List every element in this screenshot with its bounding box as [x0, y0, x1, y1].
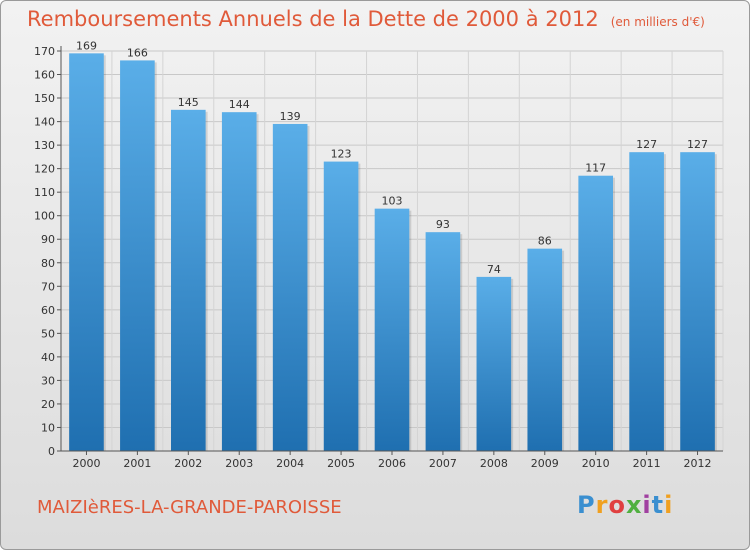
bar	[221, 112, 257, 452]
bar	[476, 276, 512, 451]
bar-value-label: 93	[436, 218, 450, 231]
bar-value-label: 103	[382, 195, 403, 208]
bar-value-label: 86	[538, 235, 552, 248]
x-tick-label: 2010	[582, 457, 610, 470]
commune-name: MAIZIèRES-LA-GRANDE-PAROISSE	[37, 497, 342, 518]
y-tick-label: 120	[34, 163, 55, 176]
x-tick-label: 2011	[633, 457, 661, 470]
bar	[323, 161, 359, 451]
y-tick-label: 0	[48, 445, 55, 458]
bar-value-label: 127	[687, 138, 708, 151]
y-tick-label: 40	[41, 351, 55, 364]
y-tick-label: 130	[34, 139, 55, 152]
x-tick-label: 2001	[123, 457, 151, 470]
y-tick-label: 10	[41, 421, 55, 434]
bar	[527, 248, 563, 451]
y-tick-label: 50	[41, 327, 55, 340]
bar-value-label: 74	[487, 263, 501, 276]
y-tick-label: 110	[34, 186, 55, 199]
bar	[170, 109, 206, 451]
y-tick-label: 90	[41, 233, 55, 246]
x-tick-label: 2009	[531, 457, 559, 470]
bar-value-label: 123	[331, 148, 352, 161]
chart-title-text: Remboursements Annuels de la Dette de 20…	[27, 7, 599, 31]
bar-value-label: 127	[636, 138, 657, 151]
bar-value-label: 169	[76, 39, 97, 52]
y-tick-label: 160	[34, 69, 55, 82]
bar-value-label: 145	[178, 96, 199, 109]
bar	[680, 152, 715, 452]
y-tick-label: 70	[41, 280, 55, 293]
bar	[69, 53, 104, 452]
chart-subtitle: (en milliers d'€)	[610, 15, 705, 29]
bar	[578, 175, 614, 452]
x-tick-label: 2004	[276, 457, 304, 470]
y-tick-label: 100	[34, 210, 55, 223]
x-axis: 2000 2001 2002 2003 2004 2005 2006 2007 2008 2009…	[61, 450, 723, 470]
bar-value-label: 117	[585, 162, 606, 175]
x-tick-label: 2007	[429, 457, 457, 470]
y-tick-label: 20	[41, 398, 55, 411]
bar	[629, 152, 664, 452]
proxiti-logo: Proxiti	[577, 491, 674, 519]
y-tick-label: 150	[34, 92, 55, 105]
x-tick-label: 2012	[684, 457, 712, 470]
bar-value-label: 139	[280, 110, 301, 123]
y-tick-label: 80	[41, 257, 55, 270]
bar	[374, 208, 410, 451]
y-tick-label: 140	[34, 116, 55, 129]
x-tick-label: 2002	[174, 457, 202, 470]
y-tick-label: 170	[34, 45, 55, 58]
bar	[425, 232, 461, 451]
bar	[272, 123, 308, 452]
y-tick-label: 60	[41, 304, 55, 317]
bar-value-label: 144	[229, 98, 250, 111]
y-tick-label: 30	[41, 374, 55, 387]
x-tick-label: 2008	[480, 457, 508, 470]
x-tick-label: 2006	[378, 457, 406, 470]
chart-title: Remboursements Annuels de la Dette de 20…	[27, 7, 705, 31]
bar	[120, 60, 155, 451]
bar-value-label: 166	[127, 46, 148, 59]
bars: 169 166 145 144 139 123 103 93 74 86 117 127 127	[69, 39, 717, 452]
x-tick-label: 2005	[327, 457, 355, 470]
x-tick-label: 2003	[225, 457, 253, 470]
y-axis: 0 10 20 30 40 50 60 70 80 90 100 110 120 130 140 150 160…	[34, 45, 62, 458]
x-tick-label: 2000	[72, 457, 100, 470]
